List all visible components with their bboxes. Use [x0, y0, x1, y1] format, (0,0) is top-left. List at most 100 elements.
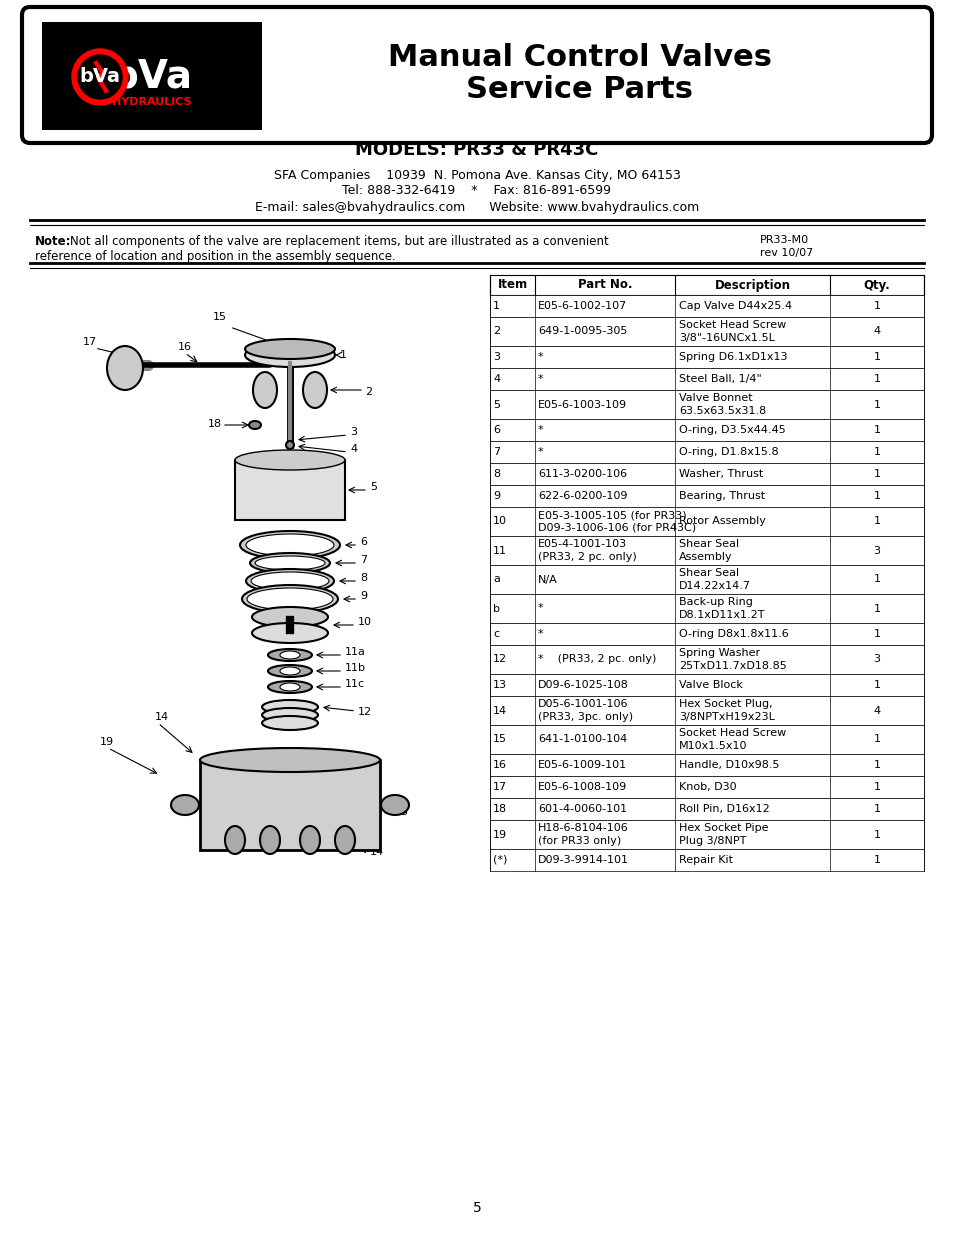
Text: Back-up Ring
D8.1xD11x1.2T: Back-up Ring D8.1xD11x1.2T: [679, 598, 764, 620]
Text: E05-4-1001-103
(PR33, 2 pc. only): E05-4-1001-103 (PR33, 2 pc. only): [537, 540, 636, 562]
Bar: [490, 776, 923, 798]
Bar: [490, 295, 923, 317]
Text: *: *: [537, 425, 543, 435]
Text: *: *: [537, 604, 543, 614]
Ellipse shape: [234, 450, 345, 471]
Text: 611-3-0200-106: 611-3-0200-106: [537, 469, 626, 479]
Ellipse shape: [200, 748, 379, 772]
Ellipse shape: [280, 651, 299, 659]
Text: Handle, D10x98.5: Handle, D10x98.5: [679, 760, 779, 769]
Text: 5: 5: [370, 482, 376, 492]
Text: 8: 8: [493, 469, 499, 479]
Ellipse shape: [262, 708, 317, 722]
Text: 622-6-0200-109: 622-6-0200-109: [537, 492, 627, 501]
Text: Socket Head Screw
3/8"-16UNCx1.5L: Socket Head Screw 3/8"-16UNCx1.5L: [679, 320, 785, 342]
Ellipse shape: [262, 700, 317, 714]
Text: Hex Socket Pipe
Plug 3/8NPT: Hex Socket Pipe Plug 3/8NPT: [679, 824, 768, 846]
Text: (*): (*): [493, 855, 507, 864]
Text: 6: 6: [493, 425, 499, 435]
Text: 1: 1: [873, 604, 880, 614]
Ellipse shape: [251, 572, 329, 590]
Circle shape: [78, 56, 122, 99]
Bar: [490, 463, 923, 485]
Text: 1: 1: [873, 516, 880, 526]
Bar: [490, 275, 923, 295]
Text: 9: 9: [493, 492, 499, 501]
Text: 8: 8: [359, 573, 367, 583]
Text: Part No.: Part No.: [578, 279, 632, 291]
Ellipse shape: [280, 667, 299, 676]
Text: 1: 1: [873, 447, 880, 457]
Text: 17: 17: [493, 782, 507, 792]
Ellipse shape: [247, 588, 333, 610]
Bar: [490, 725, 923, 755]
Text: Cap Valve D44x25.4: Cap Valve D44x25.4: [679, 301, 791, 311]
Text: E05-6-1002-107: E05-6-1002-107: [537, 301, 626, 311]
Text: 17: 17: [83, 337, 97, 347]
Text: D09-3-9914-101: D09-3-9914-101: [537, 855, 628, 864]
Text: MODELS: PR33 & PR43C: MODELS: PR33 & PR43C: [355, 141, 598, 159]
Bar: [490, 419, 923, 441]
Ellipse shape: [171, 795, 199, 815]
Bar: [490, 645, 923, 674]
FancyBboxPatch shape: [22, 7, 931, 143]
Text: Note:: Note:: [35, 235, 71, 248]
Text: 1: 1: [339, 350, 347, 359]
Text: 4: 4: [873, 705, 880, 715]
Text: O-ring, D1.8x15.8: O-ring, D1.8x15.8: [679, 447, 778, 457]
Bar: [490, 564, 923, 594]
Ellipse shape: [242, 585, 337, 613]
Text: 13: 13: [395, 806, 409, 818]
Text: Bearing, Thrust: Bearing, Thrust: [679, 492, 764, 501]
Text: *: *: [537, 629, 543, 638]
Ellipse shape: [268, 664, 312, 677]
Text: 12: 12: [493, 655, 507, 664]
Text: 1: 1: [873, 425, 880, 435]
Text: 3: 3: [350, 427, 356, 437]
Text: 3: 3: [873, 546, 880, 556]
Bar: [490, 674, 923, 697]
Ellipse shape: [252, 606, 328, 627]
Text: *: *: [537, 374, 543, 384]
Text: Spring D6.1xD1x13: Spring D6.1xD1x13: [679, 352, 786, 362]
Bar: [490, 622, 923, 645]
Text: Socket Head Screw
M10x1.5x10: Socket Head Screw M10x1.5x10: [679, 729, 785, 751]
Text: 18: 18: [208, 419, 222, 429]
Text: 13: 13: [493, 680, 506, 690]
Ellipse shape: [249, 421, 261, 429]
Text: 10: 10: [493, 516, 506, 526]
Ellipse shape: [262, 716, 317, 730]
Text: 1: 1: [873, 680, 880, 690]
Ellipse shape: [245, 338, 335, 359]
Ellipse shape: [268, 650, 312, 661]
Ellipse shape: [335, 826, 355, 853]
Text: reference of location and position in the assembly sequence.: reference of location and position in th…: [35, 249, 395, 263]
Bar: [490, 594, 923, 622]
Text: Description: Description: [714, 279, 790, 291]
Text: a: a: [493, 574, 499, 584]
Text: Not all components of the valve are replacement items, but are illustrated as a : Not all components of the valve are repl…: [70, 235, 608, 248]
Text: 1: 1: [873, 782, 880, 792]
Text: *    (PR33, 2 pc. only): * (PR33, 2 pc. only): [537, 655, 656, 664]
Text: Roll Pin, D16x12: Roll Pin, D16x12: [679, 804, 769, 814]
Text: 12: 12: [357, 706, 372, 718]
Ellipse shape: [246, 534, 334, 556]
Text: Tel: 888-332-6419    *    Fax: 816-891-6599: Tel: 888-332-6419 * Fax: 816-891-6599: [342, 184, 611, 198]
Text: 4: 4: [873, 326, 880, 336]
Bar: [490, 536, 923, 564]
Text: PR33-M0: PR33-M0: [760, 235, 808, 245]
Text: 5: 5: [472, 1200, 481, 1215]
Text: 1: 1: [873, 574, 880, 584]
Text: *: *: [537, 447, 543, 457]
Circle shape: [71, 49, 128, 105]
Text: 16: 16: [493, 760, 506, 769]
Text: 1: 1: [873, 399, 880, 410]
Text: 14: 14: [370, 847, 384, 857]
FancyBboxPatch shape: [234, 459, 345, 520]
Text: 1: 1: [873, 374, 880, 384]
Ellipse shape: [225, 826, 245, 853]
Text: HYDRAULICS: HYDRAULICS: [112, 98, 192, 107]
Text: Item: Item: [497, 279, 527, 291]
Text: 1: 1: [873, 492, 880, 501]
Text: c: c: [493, 629, 498, 638]
